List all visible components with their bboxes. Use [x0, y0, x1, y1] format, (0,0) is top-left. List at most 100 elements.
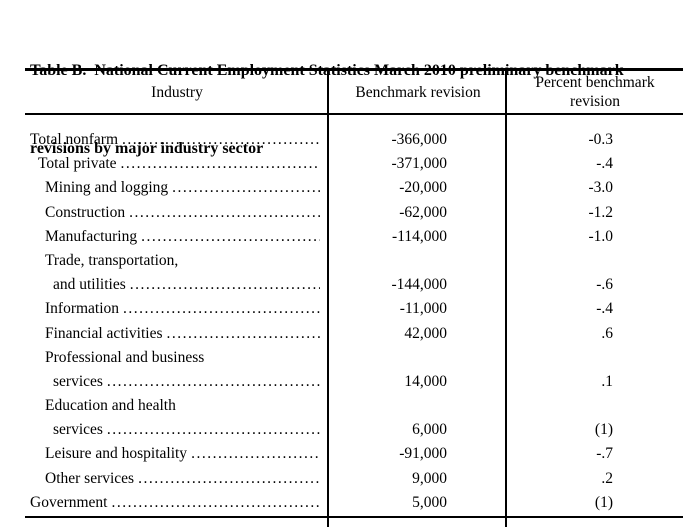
percent-revision-cell: -.4 [596, 300, 613, 318]
benchmark-revision-cell: 42,000 [404, 324, 447, 342]
industry-cell: Total private [25, 152, 329, 176]
table-row: Mining and logging -20,000 -3.0 [25, 176, 683, 200]
benchmark-revision-cell: -62,000 [399, 203, 447, 221]
column-header-benchmark-revision: Benchmark revision [329, 71, 507, 113]
industry-label: Financial activities [45, 324, 163, 342]
industry-cell: Mining and logging [25, 176, 329, 200]
dot-leader [191, 442, 320, 466]
industry-cell: Information [25, 297, 329, 321]
percent-revision-cell: -.4 [596, 155, 613, 173]
percent-revision-cell [507, 249, 683, 273]
percent-revision-cell: (1) [594, 421, 613, 439]
column-header-industry: Industry [25, 71, 329, 113]
table-body: Total nonfarm -366,000 -0.3 Total privat… [25, 128, 683, 515]
industry-label: Total private [38, 155, 117, 173]
industry-label: Mining and logging [45, 179, 169, 197]
benchmark-revision-cell: -371,000 [391, 155, 447, 173]
percent-revision-cell: -0.3 [588, 131, 613, 148]
industry-cell: Trade, transportation, [25, 249, 329, 273]
dot-leader [123, 297, 320, 321]
dot-leader [111, 491, 320, 515]
benchmark-revision-cell: 14,000 [404, 372, 447, 390]
benchmark-revision-cell: -20,000 [399, 179, 447, 197]
benchmark-revision-cell [329, 394, 507, 418]
table-row: and utilities -144,000 -.6 [25, 273, 683, 297]
dot-leader [121, 152, 320, 176]
percent-revision-cell: .2 [601, 469, 613, 487]
dot-leader [130, 273, 320, 297]
dot-leader [141, 225, 320, 249]
column-header-percent-benchmark-revision-label: Percent benchmark revision [535, 74, 655, 110]
table-row: Government 5,000 (1) [25, 491, 683, 515]
industry-label: Leisure and hospitality [45, 445, 188, 463]
table-bottom-border [25, 516, 683, 518]
industry-label: services [53, 372, 103, 390]
industry-label: Information [45, 300, 120, 318]
industry-label: services [53, 421, 103, 439]
table-row: Financial activities 42,000 .6 [25, 322, 683, 346]
dot-leader [107, 418, 320, 442]
table-top-border [25, 68, 683, 71]
benchmark-revision-cell: -91,000 [399, 445, 447, 463]
table-row: Leisure and hospitality -91,000 -.7 [25, 442, 683, 466]
table-row: Education and health [25, 394, 683, 418]
industry-cell: Education and health [25, 394, 329, 418]
percent-revision-cell: -1.2 [588, 203, 613, 221]
percent-revision-cell: (1) [594, 493, 613, 511]
benchmark-revision-cell [329, 346, 507, 370]
benchmark-revision-cell: -114,000 [392, 227, 447, 245]
industry-label: and utilities [53, 276, 126, 294]
industry-cell: and utilities [25, 273, 329, 297]
benchmark-revisions-table: Industry Benchmark revision Percent benc… [25, 68, 683, 527]
benchmark-revision-cell: -11,000 [399, 300, 447, 318]
industry-label: Manufacturing [45, 227, 138, 245]
column-header-benchmark-revision-label: Benchmark revision [355, 83, 481, 101]
industry-label: Professional and business [45, 348, 205, 366]
dot-leader [172, 176, 320, 200]
percent-revision-cell: -1.0 [588, 227, 613, 245]
percent-revision-cell: .1 [601, 372, 613, 390]
industry-label: Government [30, 493, 108, 511]
benchmark-revision-cell: -366,000 [391, 131, 447, 148]
dot-leader [122, 128, 320, 152]
percent-revision-cell: .6 [601, 324, 613, 342]
industry-cell: Construction [25, 201, 329, 225]
industry-cell: Manufacturing [25, 225, 329, 249]
industry-label: Other services [45, 469, 135, 487]
percent-revision-cell [507, 346, 683, 370]
dot-leader [208, 346, 320, 370]
table-row: Information -11,000 -.4 [25, 297, 683, 321]
industry-label: Total nonfarm [30, 131, 119, 148]
column-header-industry-label: Industry [151, 83, 203, 101]
benchmark-revision-cell: 6,000 [412, 421, 447, 439]
table-row: services 14,000 .1 [25, 370, 683, 394]
benchmark-revision-cell: -144,000 [391, 276, 447, 294]
column-divider-1 [327, 68, 329, 527]
column-divider-2 [505, 68, 507, 527]
table-row: Total private -371,000 -.4 [25, 152, 683, 176]
industry-cell: Financial activities [25, 322, 329, 346]
table-row: Other services 9,000 .2 [25, 467, 683, 491]
industry-label: Construction [45, 203, 126, 221]
industry-cell: Professional and business [25, 346, 329, 370]
table-row: Total nonfarm -366,000 -0.3 [25, 128, 683, 152]
industry-cell: Total nonfarm [25, 128, 329, 152]
percent-revision-cell [507, 394, 683, 418]
dot-leader [129, 201, 320, 225]
industry-cell: Government [25, 491, 329, 515]
dot-leader [182, 249, 320, 273]
industry-label: Trade, transportation, [45, 251, 179, 269]
industry-cell: Other services [25, 467, 329, 491]
table-header-row: Industry Benchmark revision Percent benc… [25, 71, 683, 113]
dot-leader [167, 322, 320, 346]
table-row: Manufacturing -114,000 -1.0 [25, 225, 683, 249]
dot-leader [180, 394, 320, 418]
benchmark-revision-cell: 9,000 [412, 469, 447, 487]
table-row: Construction -62,000 -1.2 [25, 201, 683, 225]
percent-revision-cell: -.7 [596, 445, 613, 463]
industry-cell: services [25, 418, 329, 442]
industry-cell: Leisure and hospitality [25, 442, 329, 466]
table-header-separator [25, 113, 683, 115]
industry-cell: services [25, 370, 329, 394]
